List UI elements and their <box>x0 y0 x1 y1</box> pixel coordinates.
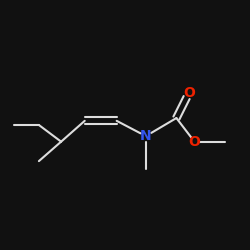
Text: O: O <box>188 135 200 149</box>
Text: N: N <box>140 129 152 143</box>
Text: O: O <box>183 86 195 100</box>
